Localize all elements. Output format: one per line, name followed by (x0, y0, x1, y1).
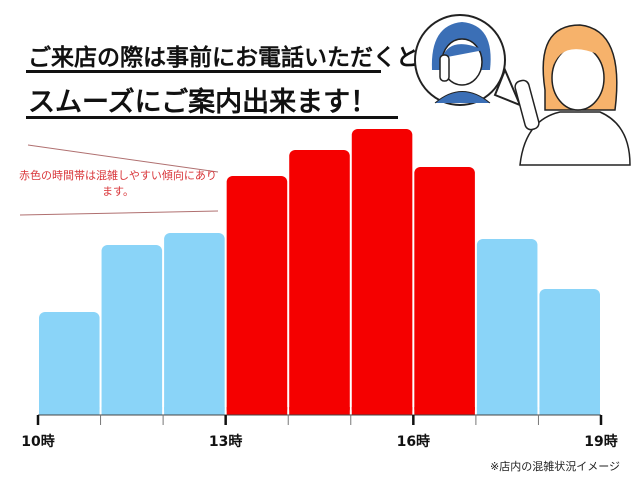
bar-base (101, 407, 163, 415)
bar-15時 (351, 129, 413, 415)
bar-11時 (101, 245, 163, 415)
heading-underline (26, 70, 381, 73)
operator-illustration-icon (414, 14, 522, 107)
bar-base (289, 407, 350, 415)
bar-14時 (289, 150, 350, 415)
bar-base (39, 407, 100, 415)
heading-line-1: ご来店の際は事前にお電話いただくと (28, 45, 419, 71)
bar-base (226, 407, 288, 415)
bar-18時 (539, 289, 600, 415)
chart-annotation: 赤色の時間帯は混雑しやすい傾向にあります。 (19, 169, 217, 198)
heading-line-2: スムーズにご案内出来ます！ (28, 87, 378, 118)
bar-10時 (39, 312, 100, 415)
bar-base (476, 407, 538, 415)
annotation-line-bottom (19, 210, 219, 216)
bar-13時 (226, 176, 288, 415)
customer-illustration-icon (514, 24, 631, 166)
bar-base (414, 407, 475, 415)
x-tick-label: 19時 (584, 433, 617, 450)
bar-base (164, 407, 225, 415)
x-tick-label: 13時 (209, 433, 242, 450)
x-tick-label: 16時 (397, 433, 430, 450)
bar-12時 (164, 233, 225, 415)
bar-17時 (476, 239, 538, 415)
bar-16時 (414, 167, 475, 415)
bar-base (539, 407, 600, 415)
annotation-line-top (27, 144, 219, 173)
x-tick-label: 10時 (21, 433, 54, 450)
bar-base (351, 407, 413, 415)
heading-underline (26, 116, 398, 119)
footnote: ※店内の混雑状況イメージ (490, 460, 620, 473)
